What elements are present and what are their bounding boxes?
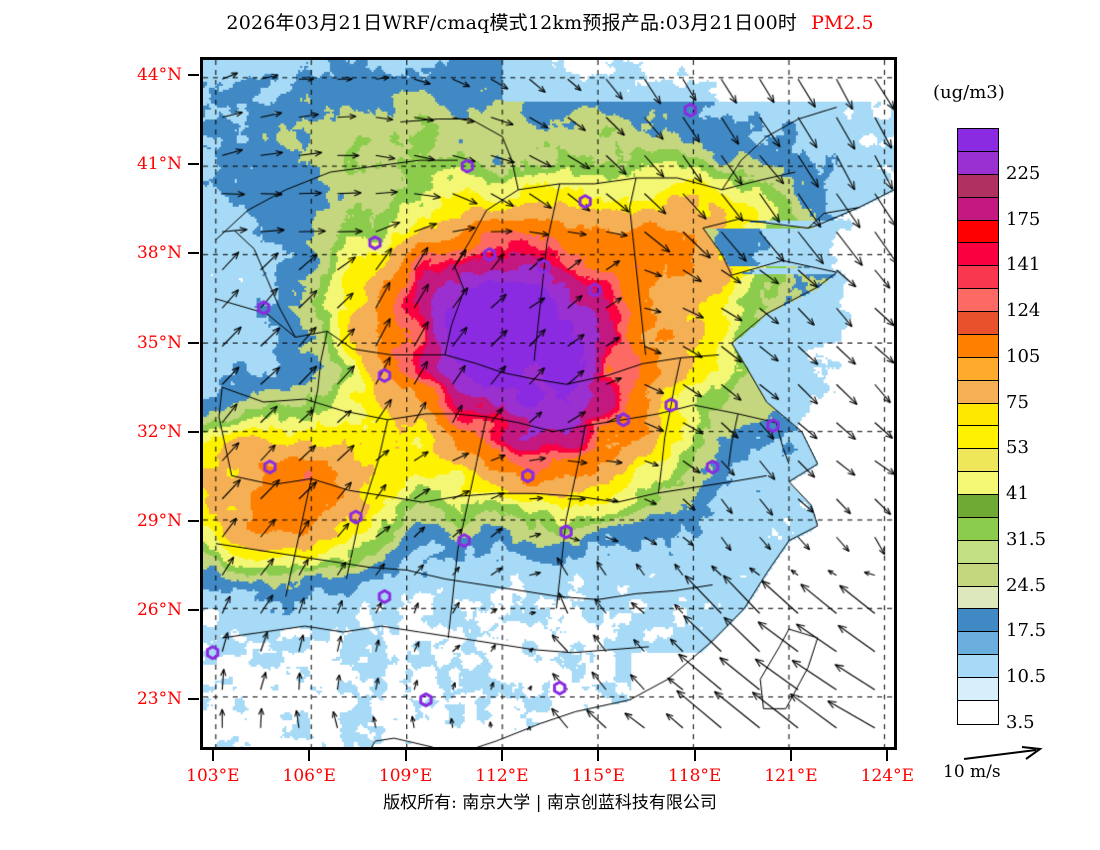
pm25-heatmap-canvas[interactable] [203, 60, 894, 747]
colorbar-tick-label: 175 [1006, 208, 1041, 230]
colorbar-swatch [958, 700, 998, 724]
lon-tick [500, 750, 503, 761]
lat-axis-label: 26°N [136, 600, 182, 621]
title-main-text: 2026年03月21日WRF/cmaq模式12km预报产品:03月21日00时 [226, 12, 798, 34]
lon-axis-label: 106°E [282, 766, 336, 786]
colorbar-units-label: (ug/m3) [933, 82, 1005, 103]
colorbar-tick-label: 141 [1006, 254, 1041, 276]
lat-axis-label: 23°N [136, 689, 182, 710]
colorbar-tick-label: 10.5 [1006, 666, 1047, 688]
lon-axis-label: 121°E [764, 766, 818, 786]
colorbar-swatch [958, 380, 998, 404]
copyright-footer: 版权所有: 南京大学 | 南京创蓝科技有限公司 [383, 793, 717, 813]
colorbar-tick-label: 53 [1006, 437, 1029, 459]
colorbar-swatch [958, 312, 998, 335]
colorbar-swatch [958, 655, 998, 678]
lon-axis-label: 112°E [475, 766, 529, 786]
colorbar-swatch [958, 426, 998, 450]
colorbar-tick-label: 24.5 [1006, 574, 1047, 596]
colorbar-swatch [958, 220, 998, 244]
lat-tick [188, 609, 199, 612]
colorbar-tick-label: 17.5 [1006, 620, 1047, 642]
colorbar-swatch [958, 517, 998, 541]
lon-tick [308, 750, 311, 761]
wind-scale-label: 10 m/s [943, 762, 1001, 782]
lat-tick [188, 698, 199, 701]
lat-tick [188, 341, 199, 344]
colorbar-swatch [958, 586, 998, 610]
colorbar-swatch [958, 609, 998, 633]
lat-axis-label: 35°N [136, 332, 182, 353]
colorbar-swatch [958, 540, 998, 564]
lon-tick [404, 750, 407, 761]
lon-axis-label: 103°E [186, 766, 240, 786]
colorbar-swatch [958, 357, 998, 381]
colorbar-tick-label: 41 [1006, 483, 1029, 505]
colorbar-swatch [958, 678, 998, 701]
colorbar-swatch [958, 632, 998, 656]
chart-title: 2026年03月21日WRF/cmaq模式12km预报产品:03月21日00时 P… [0, 8, 1100, 35]
lat-tick [188, 252, 199, 255]
map-plot-area[interactable] [200, 57, 897, 750]
lat-tick [188, 163, 199, 166]
lon-axis-label: 109°E [378, 766, 433, 786]
lon-tick [790, 750, 792, 761]
colorbar-swatch [958, 197, 998, 221]
lat-tick [188, 519, 199, 522]
colorbar-swatch [958, 174, 998, 198]
colorbar-swatch [958, 151, 998, 175]
colorbar-swatch [958, 289, 998, 312]
colorbar-tick-label: 105 [1006, 345, 1041, 367]
colorbar-tick-label: 75 [1006, 391, 1029, 413]
lon-tick [211, 750, 214, 761]
colorbar-swatch [958, 129, 998, 152]
wind-scale-arrow-icon [963, 746, 1043, 760]
colorbar-swatch [958, 449, 998, 473]
lat-tick [188, 73, 199, 76]
colorbar [957, 128, 999, 725]
colorbar-swatch [958, 403, 998, 427]
lat-tick [188, 430, 199, 433]
colorbar-swatch [958, 472, 998, 495]
lon-axis-label: 118°E [667, 766, 722, 786]
lon-tick [693, 750, 696, 761]
lon-axis-label: 124°E [860, 766, 915, 786]
lat-axis-label: 38°N [136, 243, 182, 264]
lat-axis-label: 44°N [136, 64, 182, 85]
lat-axis-label: 41°N [136, 154, 182, 175]
colorbar-tick-label: 31.5 [1006, 528, 1047, 550]
lon-tick [597, 750, 600, 761]
lon-tick [886, 750, 889, 761]
colorbar-swatch [958, 266, 998, 290]
colorbar-swatch [958, 495, 998, 518]
colorbar-tick-label: 3.5 [1006, 712, 1035, 733]
lat-axis-label: 29°N [136, 510, 182, 531]
lon-axis-label: 115°E [571, 766, 625, 786]
lat-axis-label: 32°N [136, 421, 182, 442]
colorbar-swatch [958, 243, 998, 267]
colorbar-swatch [958, 334, 998, 358]
colorbar-tick-label: 124 [1006, 300, 1041, 322]
title-variable-text: PM2.5 [811, 12, 874, 34]
colorbar-swatch [958, 563, 998, 587]
colorbar-tick-label: 225 [1006, 162, 1041, 184]
